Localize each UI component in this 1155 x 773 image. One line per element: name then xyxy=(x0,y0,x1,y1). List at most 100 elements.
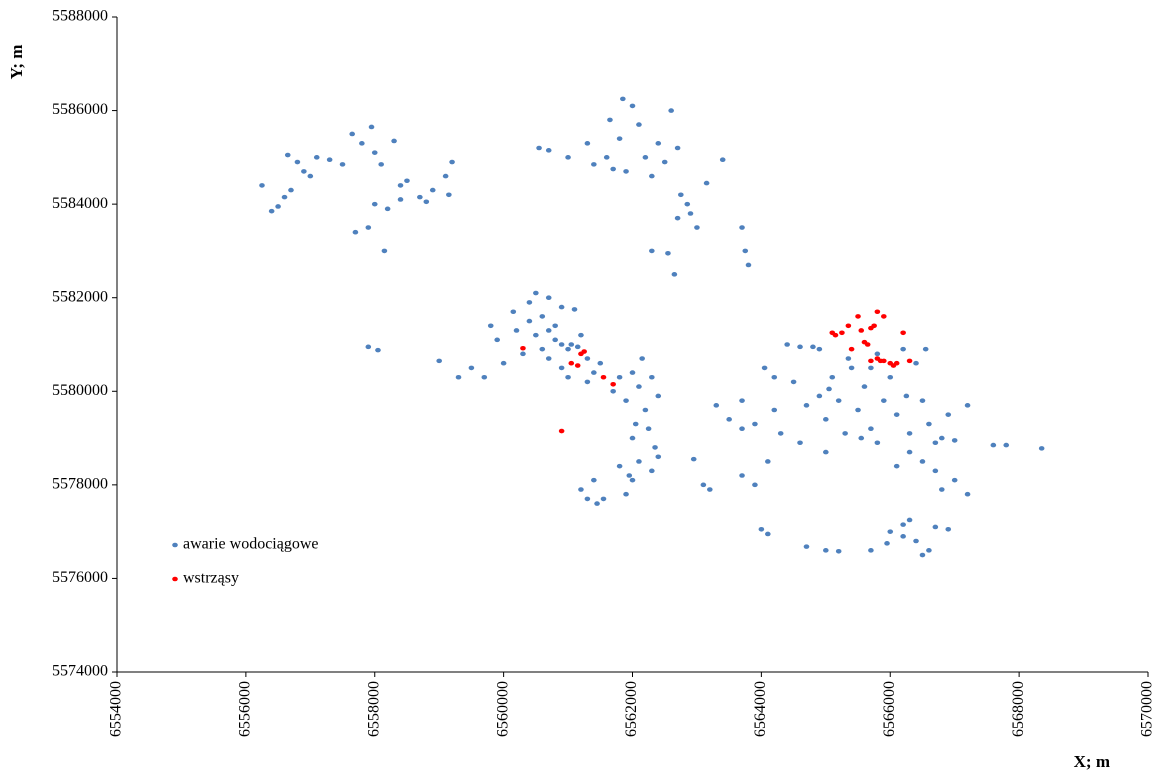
point xyxy=(652,445,658,450)
point xyxy=(674,215,681,221)
point xyxy=(906,358,913,364)
point xyxy=(558,304,565,310)
point xyxy=(919,552,926,558)
point xyxy=(500,360,507,366)
point xyxy=(871,323,877,329)
point xyxy=(368,124,375,130)
point xyxy=(832,332,839,338)
point xyxy=(700,482,707,488)
point xyxy=(558,365,565,371)
point xyxy=(868,548,874,553)
point xyxy=(565,155,571,160)
y-axis-title: Y; m xyxy=(7,45,26,80)
point xyxy=(694,225,700,230)
point xyxy=(294,159,301,165)
x-tick-label: 6562000 xyxy=(623,681,640,737)
point xyxy=(848,365,855,371)
point xyxy=(578,487,584,492)
point xyxy=(339,162,346,167)
point xyxy=(678,192,684,198)
point xyxy=(868,358,874,364)
y-tick-label: 5586000 xyxy=(52,101,108,118)
point xyxy=(259,183,265,188)
point xyxy=(906,517,913,523)
x-tick-label: 6554000 xyxy=(108,681,125,737)
x-tick-label: 6560000 xyxy=(494,681,511,737)
point xyxy=(932,440,939,446)
point xyxy=(868,365,874,371)
point xyxy=(926,421,932,427)
point xyxy=(887,374,894,380)
point xyxy=(268,208,275,214)
point xyxy=(600,496,607,502)
point xyxy=(861,384,868,389)
point xyxy=(623,398,629,403)
point xyxy=(629,103,636,109)
point xyxy=(584,496,591,502)
y-tick-label: 5574000 xyxy=(52,663,108,680)
x-tick-label: 6558000 xyxy=(365,681,382,737)
point xyxy=(307,173,314,179)
point xyxy=(945,527,952,532)
point xyxy=(745,262,752,268)
point xyxy=(752,421,758,427)
point xyxy=(636,122,642,127)
point xyxy=(533,332,539,338)
point xyxy=(945,412,952,417)
point xyxy=(906,449,913,455)
point xyxy=(877,358,884,364)
point xyxy=(874,440,881,446)
x-tick-label: 6570000 xyxy=(1139,681,1155,737)
point xyxy=(893,360,900,366)
point xyxy=(539,346,546,352)
point xyxy=(848,346,855,352)
point xyxy=(623,491,629,497)
point xyxy=(284,152,291,158)
point xyxy=(932,468,939,474)
point xyxy=(964,403,971,408)
point xyxy=(964,491,971,497)
point xyxy=(487,323,494,329)
point xyxy=(365,225,372,230)
point xyxy=(397,183,404,188)
point xyxy=(539,314,546,319)
point xyxy=(939,487,945,492)
point xyxy=(1003,442,1010,448)
point xyxy=(629,370,636,375)
point xyxy=(893,412,900,417)
point xyxy=(668,108,674,113)
point xyxy=(275,204,281,209)
point xyxy=(900,346,906,352)
point xyxy=(671,272,678,277)
point xyxy=(636,459,642,464)
point xyxy=(1038,446,1045,451)
point xyxy=(446,192,452,198)
point xyxy=(913,360,919,366)
x-tick-label: 6568000 xyxy=(1010,681,1027,737)
point xyxy=(797,344,803,350)
point xyxy=(858,435,865,441)
point xyxy=(765,531,771,537)
point xyxy=(655,454,662,460)
point xyxy=(574,363,581,368)
point xyxy=(574,344,581,350)
point xyxy=(649,374,655,380)
point xyxy=(384,206,391,212)
point xyxy=(761,365,768,371)
point xyxy=(371,150,378,155)
point xyxy=(442,173,449,179)
point xyxy=(313,155,320,160)
point xyxy=(739,225,745,230)
y-tick-label: 5588000 xyxy=(52,8,108,25)
point xyxy=(417,194,423,200)
point xyxy=(826,386,832,392)
point xyxy=(558,342,565,347)
point xyxy=(513,328,520,333)
point xyxy=(581,349,587,354)
point xyxy=(545,295,552,301)
point xyxy=(864,342,871,347)
point xyxy=(397,197,404,202)
point xyxy=(655,393,662,399)
y-tick-label: 5584000 xyxy=(52,195,108,212)
point xyxy=(545,356,552,361)
